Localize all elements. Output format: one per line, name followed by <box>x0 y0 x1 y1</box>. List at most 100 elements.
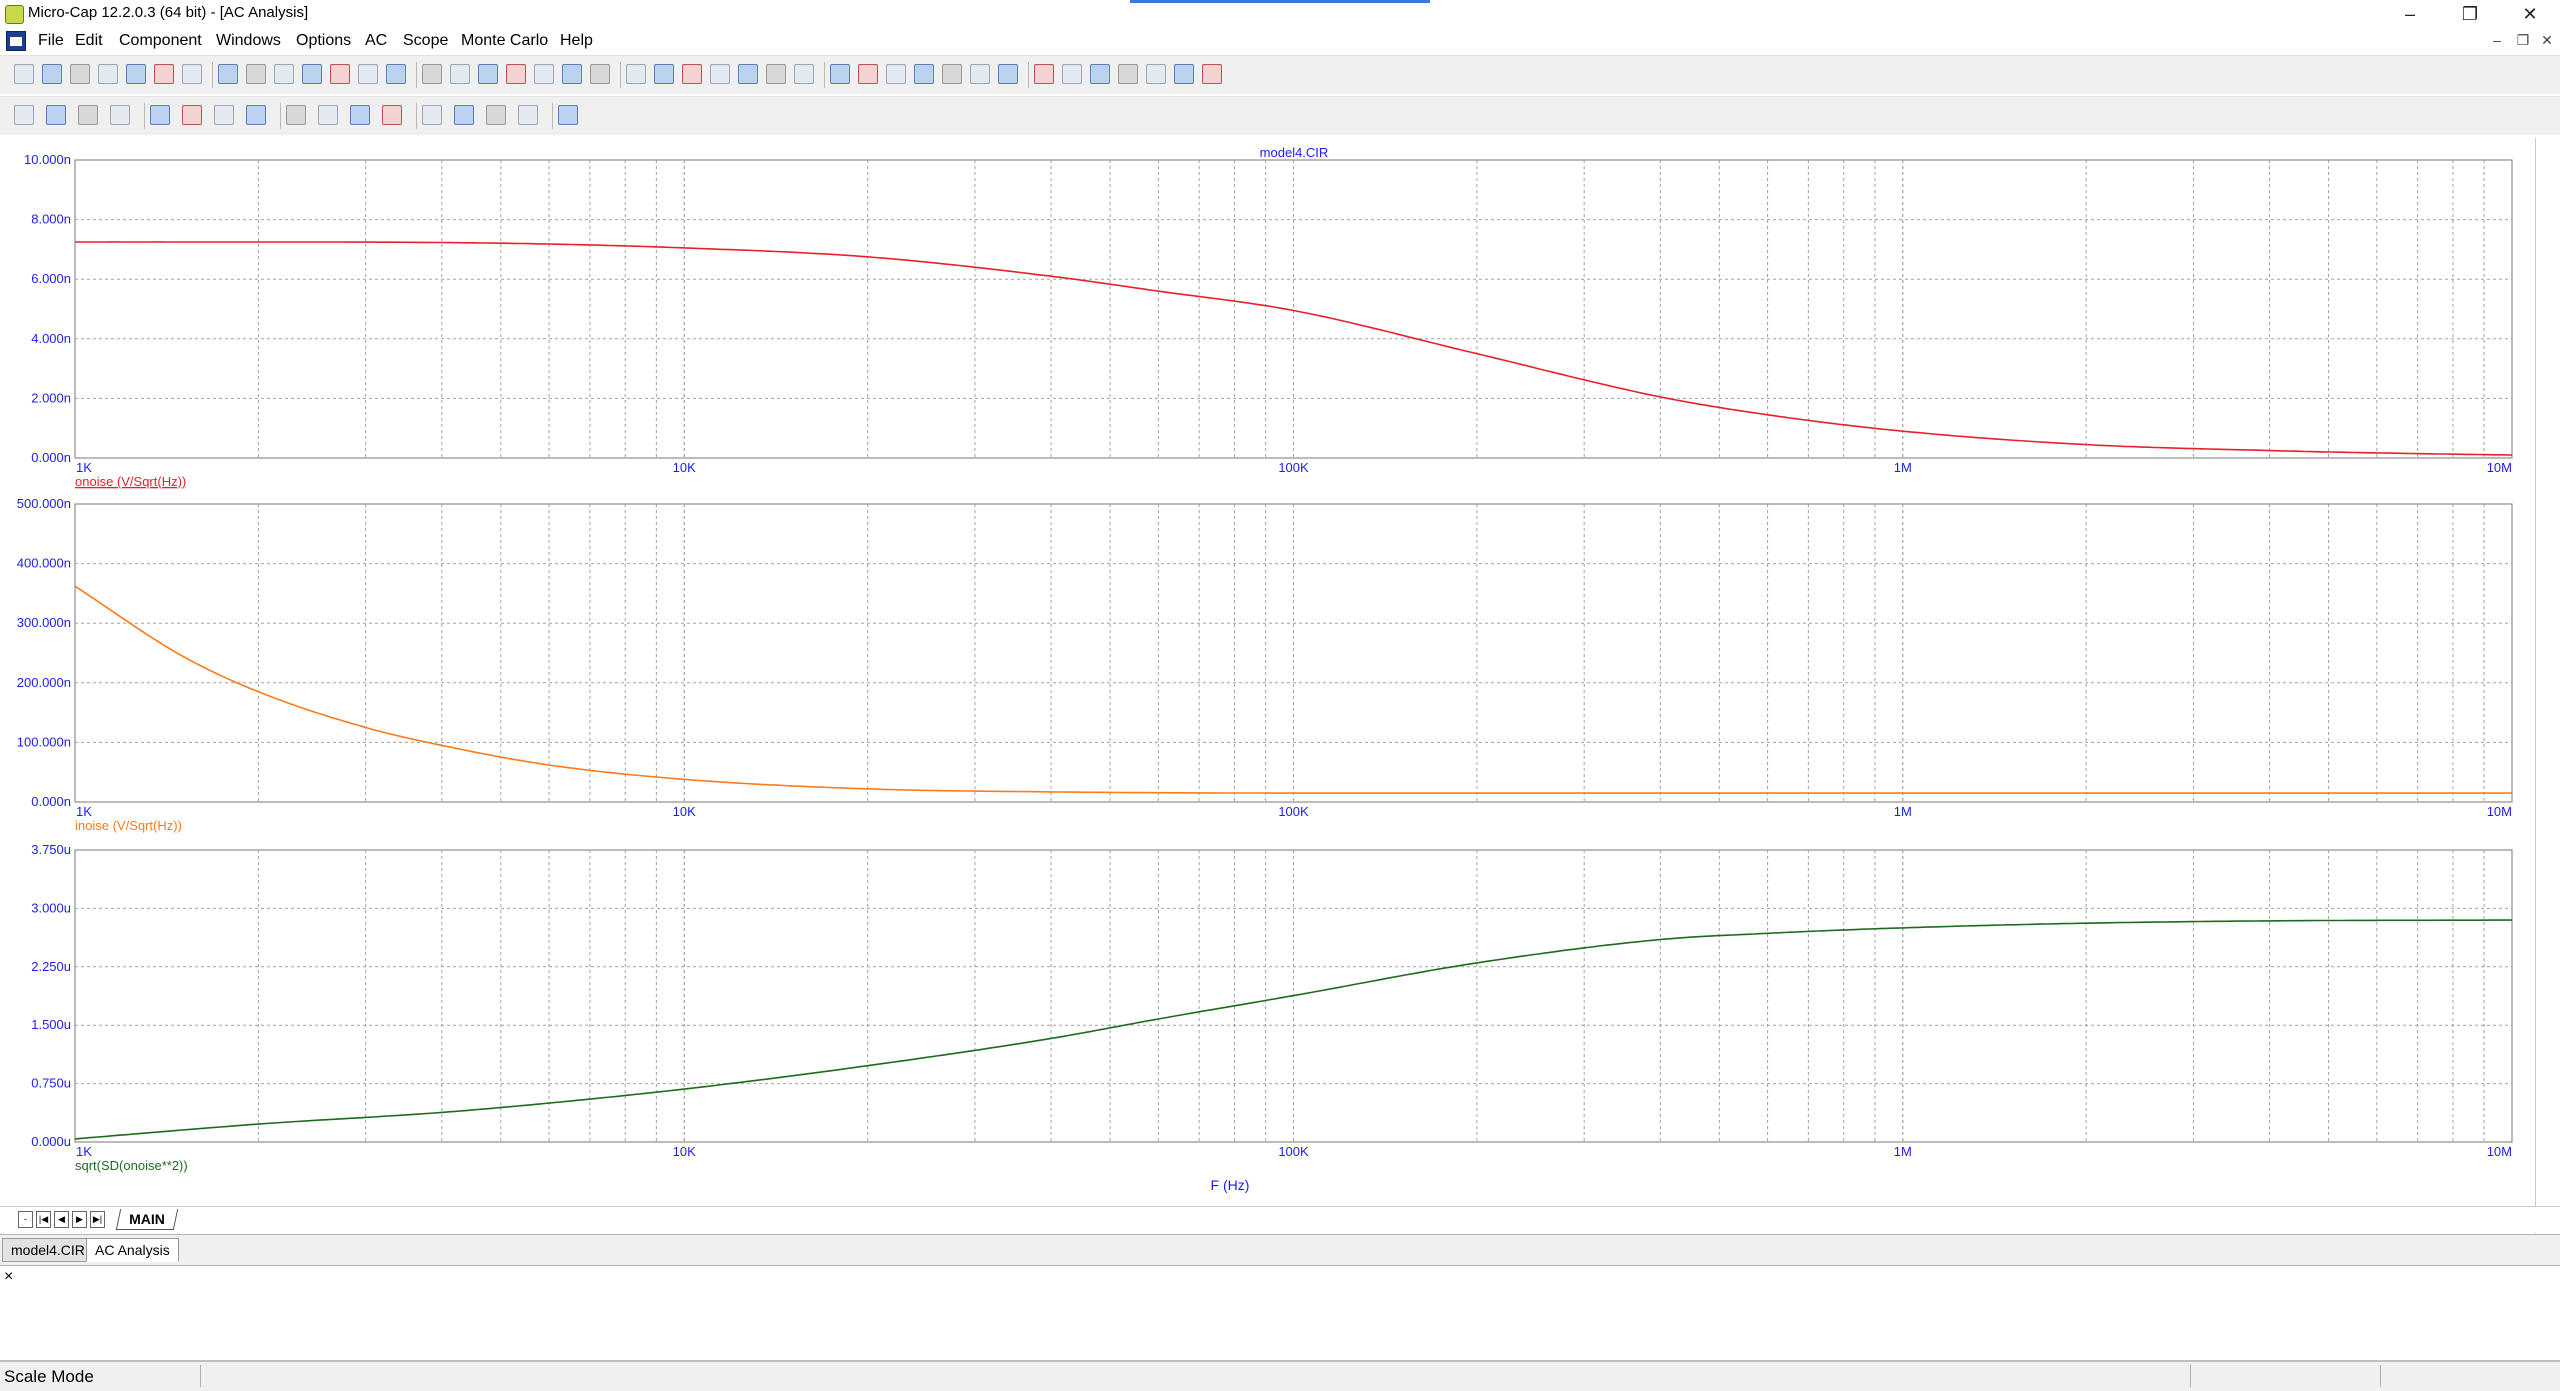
tools-icon[interactable] <box>1174 64 1194 84</box>
pause-icon[interactable] <box>150 105 170 125</box>
save-all-icon[interactable] <box>98 64 118 84</box>
trace-curve[interactable] <box>75 241 2513 456</box>
scope-icon[interactable] <box>1062 64 1082 84</box>
mdi-minimize-button[interactable]: – <box>2493 32 2501 48</box>
tile-horizontal-icon[interactable] <box>830 64 850 84</box>
sheet-nav-minus[interactable]: - <box>18 1211 33 1228</box>
zoom-out-icon[interactable] <box>246 105 266 125</box>
trace-label[interactable]: onoise (V/Sqrt(Hz)) <box>75 474 186 489</box>
output-close-icon[interactable]: × <box>4 1268 14 1285</box>
title-bar: Micro-Cap 12.2.0.3 (64 bit) - [AC Analys… <box>0 0 2560 28</box>
select-icon[interactable] <box>14 105 34 125</box>
capacitor-icon[interactable] <box>450 64 470 84</box>
analysis-icon[interactable] <box>1202 64 1222 84</box>
x-axis-label: F (Hz) <box>1211 1177 1250 1193</box>
trace-curve[interactable] <box>74 919 2512 1140</box>
analysis-plot-area[interactable]: model4.CIR 0.000n 2.000n 4.000n 6.000n 8.000… <box>0 138 2560 1208</box>
output-pane[interactable]: × <box>0 1266 2560 1361</box>
list-icon[interactable] <box>914 64 934 84</box>
print-icon[interactable] <box>154 64 174 84</box>
select-all-icon[interactable] <box>358 64 378 84</box>
tile-vertical-icon[interactable] <box>794 64 814 84</box>
menu-monte-carlo[interactable]: Monte Carlo <box>461 32 549 49</box>
fft-icon[interactable] <box>1118 64 1138 84</box>
delete-icon[interactable] <box>330 64 350 84</box>
trace-label[interactable]: inoise (V/Sqrt(Hz)) <box>75 818 182 833</box>
paste-icon[interactable] <box>302 64 322 84</box>
model-icon[interactable] <box>970 64 990 84</box>
menu-help[interactable]: Help <box>560 32 593 49</box>
trace-icon[interactable] <box>1090 64 1110 84</box>
ground-icon[interactable] <box>386 64 406 84</box>
node-icon[interactable] <box>710 64 730 84</box>
stop-icon[interactable] <box>110 105 130 125</box>
sheet-nav-last[interactable]: ▶| <box>90 1211 105 1228</box>
color-icon[interactable] <box>422 105 442 125</box>
flag-icon[interactable] <box>738 64 758 84</box>
menu-component[interactable]: Component <box>119 32 202 49</box>
menu-ac[interactable]: AC <box>365 32 388 49</box>
app-icon[interactable] <box>5 5 24 24</box>
transistor-icon[interactable] <box>562 64 582 84</box>
open-file-icon[interactable] <box>42 64 62 84</box>
print-preview-icon[interactable] <box>126 64 146 84</box>
menu-scope[interactable]: Scope <box>403 32 449 49</box>
jfet-icon[interactable] <box>590 64 610 84</box>
palette-icon[interactable] <box>454 105 474 125</box>
pan-icon[interactable] <box>46 105 66 125</box>
redo-icon[interactable] <box>218 64 238 84</box>
cursor-icon[interactable] <box>286 105 306 125</box>
scale-icon[interactable] <box>182 105 202 125</box>
minimize-button[interactable]: – <box>2404 4 2415 24</box>
trace-label[interactable]: sqrt(SD(onoise**2)) <box>75 1158 188 1173</box>
tab-ac-analysis[interactable]: AC Analysis <box>86 1238 179 1262</box>
align-left-icon[interactable] <box>486 105 506 125</box>
align-center-icon[interactable] <box>518 105 538 125</box>
inductor-icon[interactable] <box>478 64 498 84</box>
align-right-icon[interactable] <box>558 105 578 125</box>
globe-icon[interactable] <box>998 64 1018 84</box>
menu-edit[interactable]: Edit <box>75 32 103 49</box>
source-icon[interactable] <box>654 64 674 84</box>
switch-icon[interactable] <box>682 64 702 84</box>
overlap-icon[interactable] <box>886 64 906 84</box>
grid-icon[interactable] <box>350 105 370 125</box>
plot-canvas[interactable]: model4.CIR 0.000n 2.000n 4.000n 6.000n 8.000… <box>0 138 2535 1208</box>
copy-icon[interactable] <box>274 64 294 84</box>
sheet-nav-prev[interactable]: ◀ <box>54 1211 69 1228</box>
menu-options[interactable]: Options <box>296 32 352 49</box>
run-icon[interactable] <box>78 105 98 125</box>
close-button[interactable]: ✕ <box>2522 4 2538 24</box>
menu-file[interactable]: File <box>38 32 64 49</box>
toolbar-separator <box>620 62 621 88</box>
opamp-icon[interactable] <box>626 64 646 84</box>
zoom-in-icon[interactable] <box>214 105 234 125</box>
settings-icon[interactable] <box>1146 64 1166 84</box>
info-icon[interactable] <box>942 64 962 84</box>
undo-icon[interactable] <box>182 64 202 84</box>
sheet-tab-main[interactable]: MAIN <box>115 1209 179 1230</box>
trace-curve[interactable] <box>74 585 2512 794</box>
y-tick-label: 300.000n <box>17 615 71 630</box>
sheet-nav-next[interactable]: ▶ <box>72 1211 87 1228</box>
right-scroll-edge[interactable] <box>2535 138 2560 1238</box>
menu-windows[interactable]: Windows <box>216 32 281 49</box>
probe-icon[interactable] <box>1034 64 1054 84</box>
document-tab-bar: model4.CIR AC Analysis <box>0 1234 2560 1266</box>
font-icon[interactable] <box>382 105 402 125</box>
diode-icon[interactable] <box>506 64 526 84</box>
new-file-icon[interactable] <box>14 64 34 84</box>
window-icon[interactable] <box>858 64 878 84</box>
mdi-close-button[interactable]: ✕ <box>2541 32 2553 48</box>
restore-button[interactable]: ❐ <box>2461 4 2479 24</box>
cut-icon[interactable] <box>246 64 266 84</box>
battery-icon[interactable] <box>534 64 554 84</box>
resistor-icon[interactable] <box>422 64 442 84</box>
tab-model4-cir[interactable]: model4.CIR <box>2 1238 94 1262</box>
cascade-icon[interactable] <box>766 64 786 84</box>
document-icon[interactable] <box>6 31 26 51</box>
mdi-restore-button[interactable]: ❐ <box>2516 32 2530 48</box>
text-icon[interactable] <box>318 105 338 125</box>
sheet-nav-first[interactable]: |◀ <box>36 1211 51 1228</box>
save-icon[interactable] <box>70 64 90 84</box>
